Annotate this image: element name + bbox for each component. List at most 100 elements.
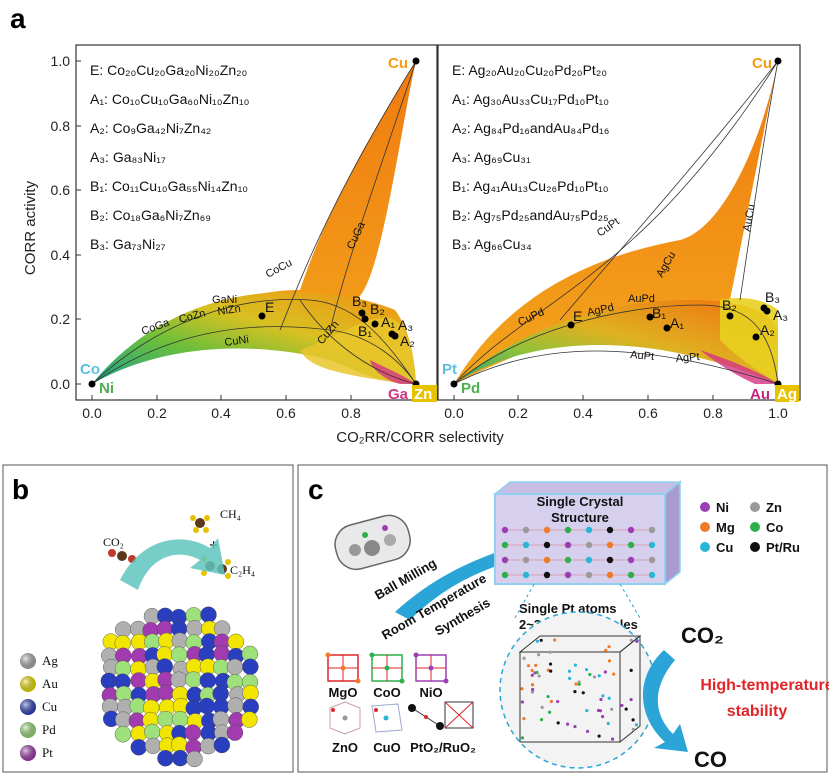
panel-b: b CO₂ CH₄ + C₂H₄ Ag Au Cu Pd P [2, 464, 294, 773]
legend-line: B₃: Ag₆₆Cu₃₄ [452, 236, 532, 252]
zoom-cube-icon [518, 634, 642, 744]
oxide-label: NiO [419, 685, 442, 700]
point-label: A₂ [760, 322, 775, 338]
atom [170, 646, 188, 663]
lattice-atom [648, 571, 656, 579]
cube-atom [553, 638, 557, 642]
cube-atom [567, 669, 572, 673]
cube-atom [565, 722, 570, 726]
x-tick-label: 1.0 [768, 405, 788, 421]
coo-structure-icon [369, 652, 405, 684]
cube-atom [531, 687, 535, 692]
cube-atom [584, 667, 589, 672]
plot-left-legend: E: Co₂₀Cu₂₀Ga₂₀Ni₂₀Zn₂₀ A₁: Co₁₀Cu₁₀Ga₆₀… [90, 62, 250, 252]
legend-label: Ag [42, 653, 58, 668]
lattice-atom [627, 556, 635, 564]
plot-left-ticks [76, 60, 417, 400]
region-cu-fan [92, 61, 416, 384]
oxide-label: MgO [329, 685, 358, 700]
point-label: B₂ [370, 301, 385, 317]
corner-label-ag: Ag [777, 386, 797, 403]
lattice-atom [522, 571, 530, 579]
point-label: B₃ [352, 293, 367, 309]
legend-label: Co [766, 520, 783, 535]
co-label: CO [694, 747, 727, 772]
point-label: B₁ [652, 305, 666, 321]
legend-line: A₃: Ga₈₃Ni₁₇ [90, 149, 166, 165]
nanoparticle-icon [100, 606, 259, 768]
corner-label-pd: Pd [461, 380, 480, 397]
cube-atom [530, 683, 535, 687]
cube-atom [534, 663, 538, 667]
cube-atom [535, 670, 539, 675]
point-marker [646, 313, 654, 321]
legend-label: Pd [42, 722, 56, 737]
high-temp-label-1: High-temperature [700, 677, 829, 694]
point-label: A₁ [670, 315, 684, 331]
y-tick-label: 0.6 [51, 182, 71, 198]
lattice-atom [627, 526, 635, 534]
point-marker [361, 315, 369, 323]
atom [227, 633, 245, 651]
atom [226, 658, 244, 676]
cube-atom [620, 703, 624, 708]
point-marker [763, 307, 771, 315]
cuo-structure-icon [371, 703, 403, 733]
atom [172, 749, 189, 767]
legend-line: E: Ag₂₀Au₂₀Cu₂₀Pd₂₀Pt₂₀ [452, 62, 607, 78]
single-crystal-icon [492, 480, 683, 586]
x-tick-label: 0.8 [341, 405, 361, 421]
cube-atom [631, 727, 635, 731]
nio-structure-icon [413, 652, 449, 684]
region-yellow [300, 317, 416, 384]
cube-atoms [520, 638, 639, 741]
lattice-atom [606, 541, 614, 549]
cube-atom [629, 697, 633, 702]
atom [157, 710, 174, 728]
atom [171, 710, 189, 728]
legend-line: A₂: Co₉Ga₄₂Ni₇Zn₄₂ [90, 120, 211, 136]
region-magenta-right [700, 350, 778, 384]
cube-atom [596, 708, 601, 713]
cube-atom [540, 705, 544, 710]
lattice-atom [585, 571, 593, 579]
atom [144, 737, 162, 755]
legend-line: E: Co₂₀Cu₂₀Ga₂₀Ni₂₀Zn₂₀ [90, 62, 248, 78]
x-tick-label: 0.2 [147, 405, 167, 421]
x-tick-labels-left: 0.0 0.2 0.4 0.6 0.8 [82, 405, 361, 421]
plot-right-legend: E: Ag₂₀Au₂₀Cu₂₀Pd₂₀Pt₂₀ A₁: Ag₃₀Au₃₃Cu₁₇… [452, 62, 609, 252]
x-tick-label: 0.4 [211, 405, 231, 421]
point-label: B₂ [722, 297, 737, 313]
curve-label: AgPt [675, 351, 700, 365]
atom [186, 620, 203, 637]
panel-c: c Ball Milling Room Temperature Synthesi… [297, 464, 829, 773]
conversion-arrow-icon [642, 650, 688, 752]
cube-atom [549, 699, 553, 704]
oxide-label: CuO [373, 740, 400, 755]
lattice-atom [501, 541, 509, 549]
atom [241, 711, 258, 728]
y-tick-labels: 0.0 0.2 0.4 0.6 0.8 1.0 [51, 53, 71, 392]
cube-atom [588, 672, 592, 677]
cube-atom [546, 694, 550, 699]
x-tick-label: 0.8 [703, 405, 723, 421]
cube-atom [629, 638, 633, 642]
cube-atom [548, 662, 553, 666]
atom [114, 726, 132, 743]
zn-label-bg [412, 385, 437, 402]
corner-label-cu-right: Cu [752, 55, 772, 72]
legend-line: B₂: Ag₇₅Pd₂₅andAu₇₅Pd₂₅ [452, 207, 609, 223]
x-tick-label: 0.0 [444, 405, 464, 421]
corner-label-ga: Ga [388, 386, 409, 403]
atom [130, 739, 147, 756]
corner-label-co: Co [80, 361, 100, 378]
ball-mill-icon [334, 514, 411, 571]
oxide-label: CoO [373, 685, 400, 700]
lattice-atom [501, 526, 509, 534]
y-tick-label: 0.8 [51, 118, 71, 134]
oxide-label: PtO₂/RuO₂ [410, 740, 476, 755]
atom [170, 671, 187, 688]
point-label: A₃ [773, 307, 788, 323]
cube-atom [556, 699, 560, 704]
cube-atom [597, 734, 601, 738]
